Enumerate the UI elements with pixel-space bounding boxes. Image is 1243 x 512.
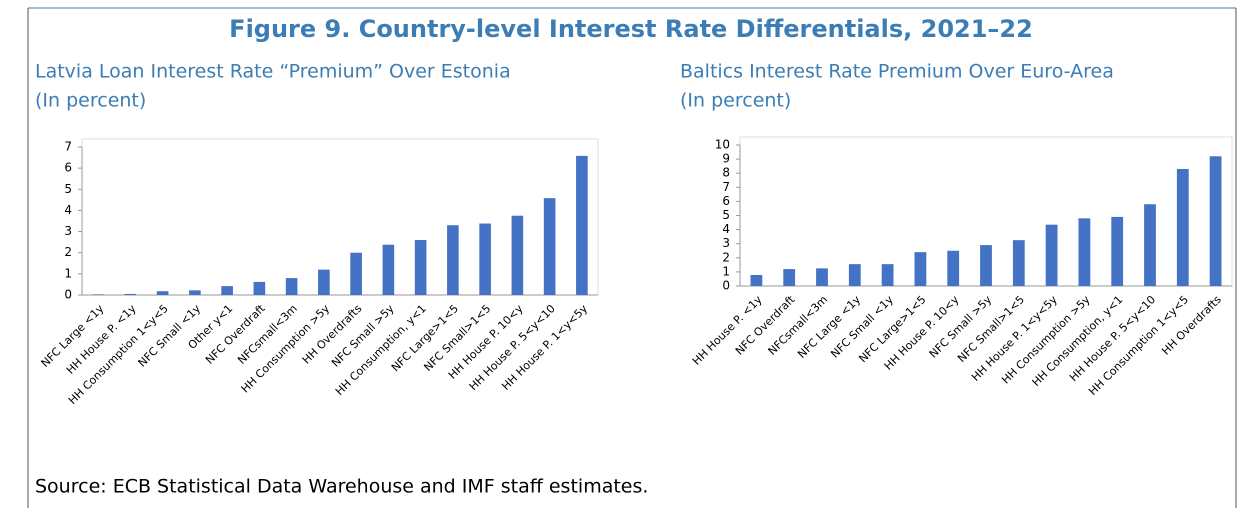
bar xyxy=(221,286,233,295)
y-tick-label: 4 xyxy=(64,203,72,217)
bar xyxy=(1045,224,1058,286)
bar xyxy=(156,291,169,295)
bar xyxy=(914,252,927,286)
x-tick-label: HH Overdrafts xyxy=(1159,293,1224,358)
bar xyxy=(848,264,861,286)
bar xyxy=(124,293,137,295)
bar xyxy=(1209,156,1222,286)
chart-title: Latvia Loan Interest Rate “Premium” Over… xyxy=(35,61,511,83)
bar xyxy=(1111,216,1124,286)
chart-subtitle: (In percent) xyxy=(680,90,791,112)
y-tick-label: 7 xyxy=(722,180,730,194)
bar xyxy=(881,264,894,286)
bar xyxy=(543,198,556,295)
bar xyxy=(1144,204,1156,286)
y-tick-label: 3 xyxy=(722,236,730,250)
y-tick-label: 6 xyxy=(722,194,730,208)
y-tick-label: 5 xyxy=(64,182,72,196)
figure-title: Figure 9. Country-level Interest Rate Di… xyxy=(229,15,1033,43)
bar xyxy=(783,269,796,286)
y-tick-label: 6 xyxy=(64,161,72,175)
chart-title: Baltics Interest Rate Premium Over Euro-… xyxy=(680,61,1114,83)
bar xyxy=(479,223,491,295)
bar xyxy=(1012,240,1025,286)
chart-subtitle: (In percent) xyxy=(35,90,146,112)
y-tick-label: 2 xyxy=(722,250,730,264)
bar xyxy=(414,240,427,295)
y-tick-label: 0 xyxy=(64,288,72,302)
bar xyxy=(92,294,104,295)
y-tick-label: 10 xyxy=(715,138,730,152)
bar xyxy=(350,252,362,295)
bar xyxy=(1176,168,1189,286)
bar xyxy=(576,155,588,295)
bar xyxy=(980,245,992,286)
y-tick-label: 9 xyxy=(722,152,730,166)
y-tick-label: 3 xyxy=(64,224,72,238)
bar xyxy=(947,250,960,286)
bar xyxy=(189,290,201,295)
bar xyxy=(447,225,459,295)
y-tick-label: 0 xyxy=(722,279,730,293)
bar xyxy=(318,269,330,295)
y-tick-label: 4 xyxy=(722,222,730,236)
bar xyxy=(382,244,395,295)
source: Source: ECB Statistical Data Warehouse a… xyxy=(35,476,648,498)
bar xyxy=(511,215,524,295)
y-tick-label: 1 xyxy=(64,266,72,280)
y-tick-label: 8 xyxy=(722,166,730,180)
bar xyxy=(1078,218,1091,286)
y-tick-label: 7 xyxy=(64,140,72,154)
bar xyxy=(253,281,266,295)
bar xyxy=(816,268,828,286)
y-tick-label: 5 xyxy=(722,208,730,222)
bar xyxy=(285,278,298,295)
bar xyxy=(750,275,763,286)
y-tick-label: 1 xyxy=(722,264,730,278)
y-tick-label: 2 xyxy=(64,245,72,259)
